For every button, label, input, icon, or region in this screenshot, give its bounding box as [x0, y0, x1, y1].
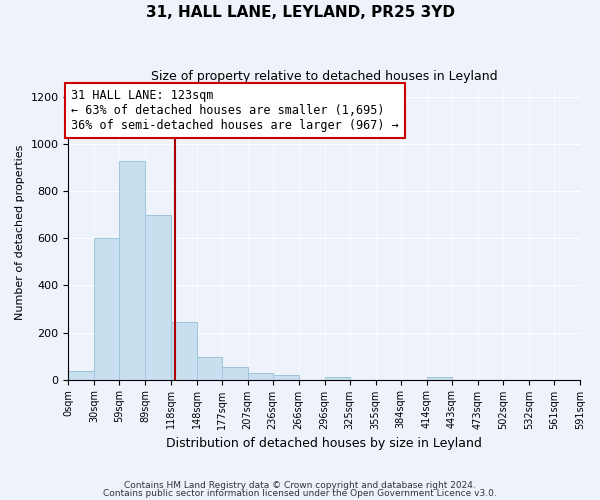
Text: Contains HM Land Registry data © Crown copyright and database right 2024.: Contains HM Land Registry data © Crown c… [124, 480, 476, 490]
Bar [94, 238, 119, 380]
Text: 31, HALL LANE, LEYLAND, PR25 3YD: 31, HALL LANE, LEYLAND, PR25 3YD [146, 5, 455, 20]
Bar [145, 215, 170, 380]
Bar [119, 161, 145, 380]
Bar [170, 322, 197, 380]
Title: Size of property relative to detached houses in Leyland: Size of property relative to detached ho… [151, 70, 497, 83]
Text: Contains public sector information licensed under the Open Government Licence v3: Contains public sector information licen… [103, 490, 497, 498]
Text: 31 HALL LANE: 123sqm
← 63% of detached houses are smaller (1,695)
36% of semi-de: 31 HALL LANE: 123sqm ← 63% of detached h… [71, 89, 399, 132]
X-axis label: Distribution of detached houses by size in Leyland: Distribution of detached houses by size … [166, 437, 482, 450]
Bar [197, 357, 221, 380]
Bar [325, 377, 350, 380]
Bar [248, 372, 272, 380]
Bar [272, 376, 299, 380]
Y-axis label: Number of detached properties: Number of detached properties [15, 145, 25, 320]
Bar [221, 366, 248, 380]
Bar [427, 377, 452, 380]
Bar [68, 372, 94, 380]
